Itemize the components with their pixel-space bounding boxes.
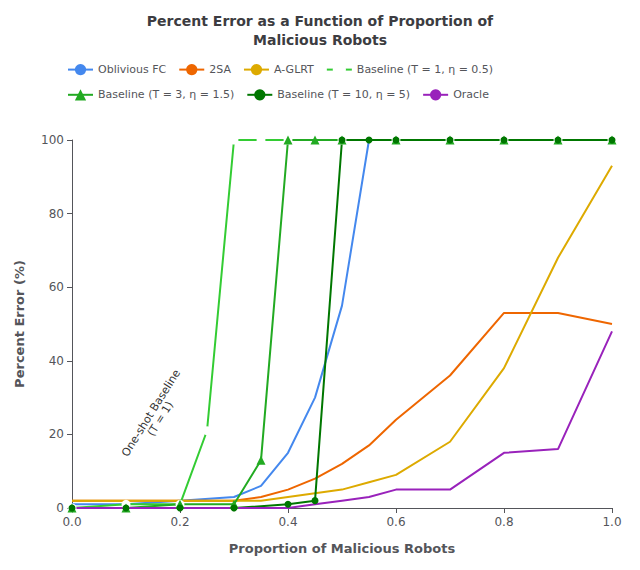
svg-text:Baseline (T = 3, η = 1.5): Baseline (T = 3, η = 1.5) [98, 88, 234, 101]
svg-text:80: 80 [49, 207, 64, 221]
svg-text:60: 60 [49, 280, 64, 294]
svg-text:0.2: 0.2 [170, 515, 189, 529]
svg-text:Percent Error (%): Percent Error (%) [12, 260, 27, 388]
svg-text:0.0: 0.0 [62, 515, 81, 529]
svg-text:1.0: 1.0 [602, 515, 621, 529]
svg-text:Percent Error as a Function of: Percent Error as a Function of Proportio… [147, 13, 494, 29]
svg-text:20: 20 [49, 427, 64, 441]
svg-text:0: 0 [56, 501, 64, 515]
svg-text:2SA: 2SA [209, 63, 231, 76]
svg-text:Proportion of Malicious Robots: Proportion of Malicious Robots [229, 541, 456, 556]
svg-text:Baseline (T = 10, η = 5): Baseline (T = 10, η = 5) [277, 88, 410, 101]
svg-text:A-GLRT: A-GLRT [274, 63, 314, 76]
svg-text:100: 100 [41, 133, 64, 147]
svg-text:Malicious Robots: Malicious Robots [253, 32, 387, 48]
svg-text:Baseline (T = 1, η = 0.5): Baseline (T = 1, η = 0.5) [357, 63, 493, 76]
svg-text:0.8: 0.8 [494, 515, 513, 529]
svg-text:0.6: 0.6 [386, 515, 405, 529]
svg-text:(T = 1): (T = 1) [145, 399, 176, 439]
svg-text:Oblivious FC: Oblivious FC [98, 63, 167, 76]
svg-text:One-shot Baseline: One-shot Baseline [119, 367, 183, 459]
svg-text:Oracle: Oracle [453, 88, 489, 101]
svg-text:40: 40 [49, 354, 64, 368]
svg-text:0.4: 0.4 [278, 515, 297, 529]
